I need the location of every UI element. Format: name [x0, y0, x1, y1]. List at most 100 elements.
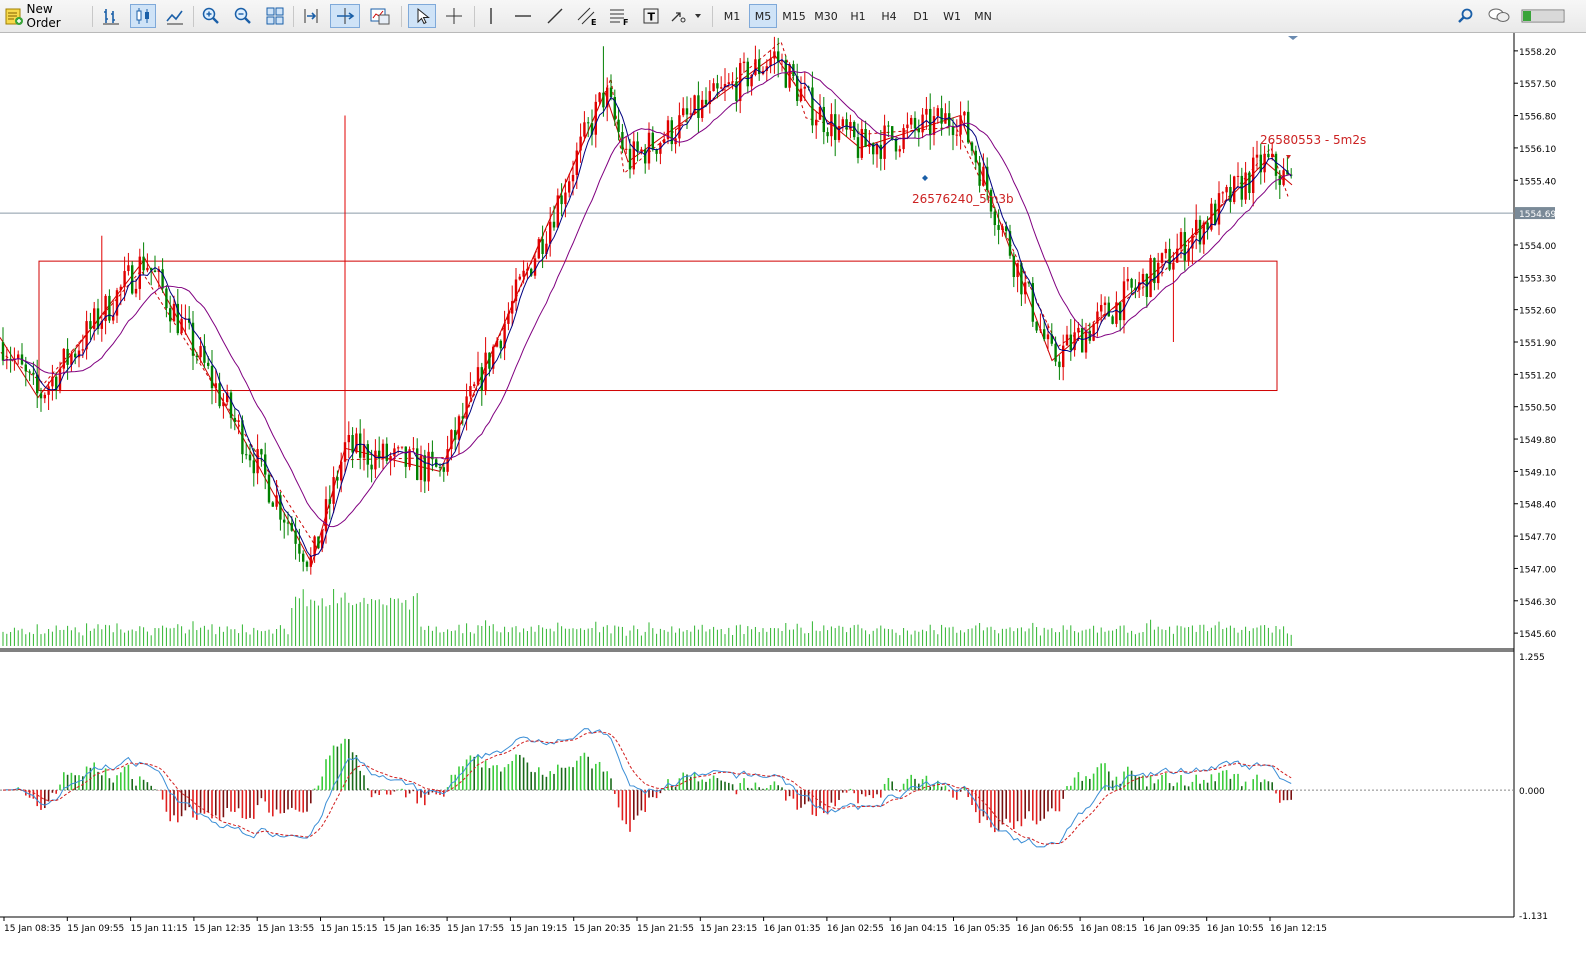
timeframe-h1-button[interactable]: H1: [850, 9, 866, 23]
autoscroll-button[interactable]: [330, 4, 360, 28]
candle-body: [203, 346, 206, 363]
candle-body: [948, 113, 951, 127]
volume-group: [2, 588, 1292, 646]
new-order-button[interactable]: New Order: [2, 2, 86, 30]
new-order-label: New Order: [26, 2, 61, 30]
chart-shift-button[interactable]: [298, 4, 324, 28]
candle-body: [66, 348, 69, 365]
candle-body: [108, 295, 111, 321]
candle-body: [666, 120, 670, 140]
timeframe-m1-button[interactable]: M1: [723, 9, 741, 23]
candle-body: [590, 123, 594, 135]
candle-body: [28, 371, 31, 373]
candle-body: [970, 142, 974, 151]
time-label: 15 Jan 16:35: [384, 924, 441, 934]
candle-body: [294, 530, 297, 544]
candle-body: [750, 74, 753, 87]
fibonacci-button[interactable]: F: [606, 4, 632, 28]
cursor-button[interactable]: [408, 4, 436, 28]
time-label: 15 Jan 19:15: [510, 924, 567, 934]
candle-body: [1187, 248, 1190, 261]
search-button[interactable]: [1454, 4, 1478, 28]
candle-body: [488, 352, 491, 369]
candle-body: [606, 87, 609, 108]
timeframe-m5-button[interactable]: M5: [749, 4, 777, 28]
macd-main-line: [2, 728, 1292, 848]
candle-body: [153, 270, 157, 273]
candle-body: [321, 531, 324, 549]
candle-body: [693, 95, 696, 114]
indicator-scale-label: 0.000: [1519, 787, 1545, 797]
zoom-out-button[interactable]: [230, 4, 256, 28]
equidistant-channel-button[interactable]: E: [574, 4, 600, 28]
equidistant-channel-icon: E: [577, 7, 596, 26]
candle-body: [359, 433, 362, 458]
templates-button[interactable]: [366, 4, 394, 28]
zoom-in-button[interactable]: [198, 4, 224, 28]
tile-windows-button[interactable]: [262, 4, 288, 28]
candle-body: [560, 195, 563, 205]
candle-body: [1206, 222, 1209, 230]
candle-body: [222, 402, 225, 407]
time-label: 16 Jan 05:35: [954, 924, 1011, 934]
timeframe-w1-button[interactable]: W1: [943, 9, 961, 23]
candle-body: [476, 367, 480, 385]
candle-body: [860, 128, 863, 158]
chat-button[interactable]: [1486, 4, 1512, 28]
candle-body: [378, 450, 381, 459]
price-label: 1547.70: [1519, 533, 1556, 543]
candle-body: [484, 352, 487, 391]
candle-body: [423, 455, 426, 482]
candle-body: [963, 111, 966, 116]
candle-body: [39, 393, 43, 399]
candle-body: [537, 239, 540, 259]
candle-body: [43, 394, 46, 399]
timeframe-m15-button[interactable]: M15: [782, 9, 806, 23]
candle-body: [1278, 175, 1281, 185]
candle-body: [682, 108, 685, 116]
price-label: 1551.20: [1519, 371, 1556, 381]
line-chart-button[interactable]: [162, 4, 188, 28]
connection-status[interactable]: [1520, 4, 1566, 28]
candlestick-button[interactable]: [130, 4, 156, 28]
chart-shift-icon: [304, 9, 318, 23]
timeframe-d1-button[interactable]: D1: [913, 9, 929, 23]
candle-body: [868, 143, 871, 147]
candle-body: [617, 119, 620, 133]
candle-body: [252, 460, 255, 474]
arrows-dropdown-button[interactable]: [668, 4, 704, 28]
candle-body: [55, 376, 58, 391]
candle-body: [936, 108, 939, 117]
crosshair-button[interactable]: [440, 4, 468, 28]
candle-body: [454, 430, 457, 440]
chart-window[interactable]: 1558.20 1557.50 1556.80 1556.10 1555.40 1554.…: [0, 33, 1586, 952]
candle-body: [1195, 219, 1198, 235]
candle-body: [1016, 263, 1019, 278]
candle-body: [887, 125, 890, 127]
candle-body: [507, 313, 510, 324]
candle-body: [127, 265, 130, 272]
candle-body: [1153, 258, 1156, 284]
tile-windows-icon: [266, 7, 284, 25]
candle-body: [1225, 186, 1228, 193]
candle-body: [248, 454, 252, 461]
svg-text:E: E: [591, 18, 596, 26]
candlestick-icon: [136, 8, 149, 24]
price-chart[interactable]: 1558.20 1557.50 1556.80 1556.10 1555.40 1554.…: [0, 33, 1586, 952]
timeframe-mn-button[interactable]: MN: [974, 9, 992, 23]
text-button[interactable]: T: [638, 4, 664, 28]
bar-chart-icon: [103, 9, 119, 25]
candle-body: [1084, 330, 1088, 353]
trendline-button[interactable]: [542, 4, 568, 28]
time-label: 15 Jan 08:35: [4, 924, 61, 934]
timeframe-h4-button[interactable]: H4: [881, 9, 897, 23]
candle-body: [545, 243, 548, 254]
candle-body: [366, 444, 369, 465]
vertical-line-button[interactable]: [478, 4, 504, 28]
candle-body: [689, 113, 692, 115]
candle-body: [1081, 327, 1084, 353]
candle-body: [96, 308, 100, 329]
timeframe-m30-button[interactable]: M30: [814, 9, 838, 23]
bar-chart-button[interactable]: [98, 4, 124, 28]
horizontal-line-button[interactable]: [510, 4, 536, 28]
